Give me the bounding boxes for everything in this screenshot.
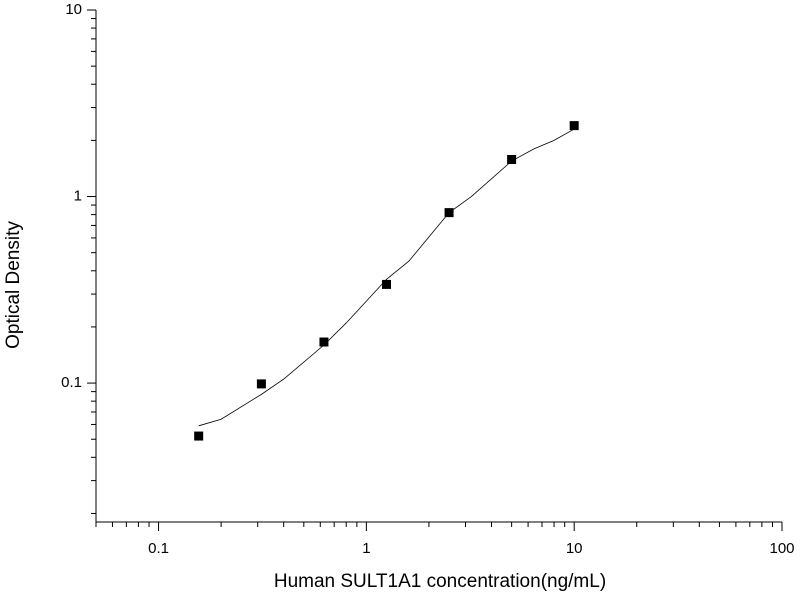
y-tick-label: 10	[65, 1, 82, 18]
y-axis-label: Optical Density	[3, 221, 24, 349]
data-point	[569, 121, 579, 131]
x-tick-label: 100	[769, 540, 794, 557]
x-tick-label: 10	[566, 540, 583, 557]
y-tick-label: 1	[74, 188, 82, 205]
data-point	[507, 154, 517, 164]
data-point	[256, 379, 266, 389]
data-point	[382, 279, 392, 289]
x-tick-label: 0.1	[148, 540, 169, 557]
data-point	[194, 431, 204, 441]
x-axis-label: Human SULT1A1 concentration(ng/mL)	[274, 571, 606, 592]
y-tick-label: 0.1	[61, 374, 82, 391]
data-point	[444, 208, 454, 218]
x-tick-label: 1	[362, 540, 370, 557]
fit-curve	[198, 128, 575, 427]
data-point	[319, 337, 329, 347]
